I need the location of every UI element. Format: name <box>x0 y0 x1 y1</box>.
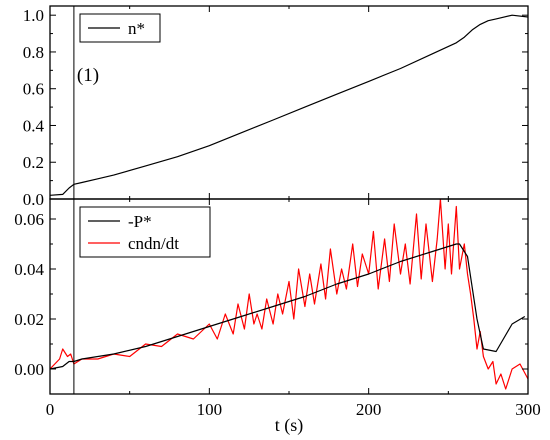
x-axis-title: t (s) <box>275 415 304 436</box>
series-layer <box>50 14 528 390</box>
y-tick-label: 0.8 <box>23 43 44 62</box>
legend-label: -P* <box>128 212 152 231</box>
y-tick-label: 0.00 <box>14 360 44 379</box>
y-tick-label: 0.2 <box>23 153 44 172</box>
legend-box <box>79 206 211 258</box>
text-layer: 0.0 0.2 0.4 0.6 0.8 1.0 (1) n* 0.00 0.02 0.04 0.06 0… <box>14 6 541 436</box>
x-tick-label: 300 <box>515 400 541 419</box>
series-line-n- <box>50 14 528 196</box>
series-line--p- <box>50 243 526 370</box>
axes-layer <box>49 5 529 395</box>
x-tick-label: 100 <box>197 400 223 419</box>
y-tick-label: 0.02 <box>14 310 44 329</box>
y-tick-label: 0.06 <box>14 210 44 229</box>
x-tick-label: 200 <box>356 400 382 419</box>
y-tick-label: 0.04 <box>14 260 44 279</box>
series-line-cndn-dt <box>50 199 528 390</box>
y-tick-label: 0.4 <box>23 116 45 135</box>
y-tick-label: 1.0 <box>23 6 44 25</box>
y-tick-label: 0.0 <box>23 190 44 209</box>
legend-label: n* <box>128 19 145 38</box>
legend-label: cndn/dt <box>128 234 179 253</box>
annotation-label: (1) <box>77 65 99 86</box>
x-tick-label: 0 <box>46 400 55 419</box>
y-tick-label: 0.6 <box>23 80 44 99</box>
